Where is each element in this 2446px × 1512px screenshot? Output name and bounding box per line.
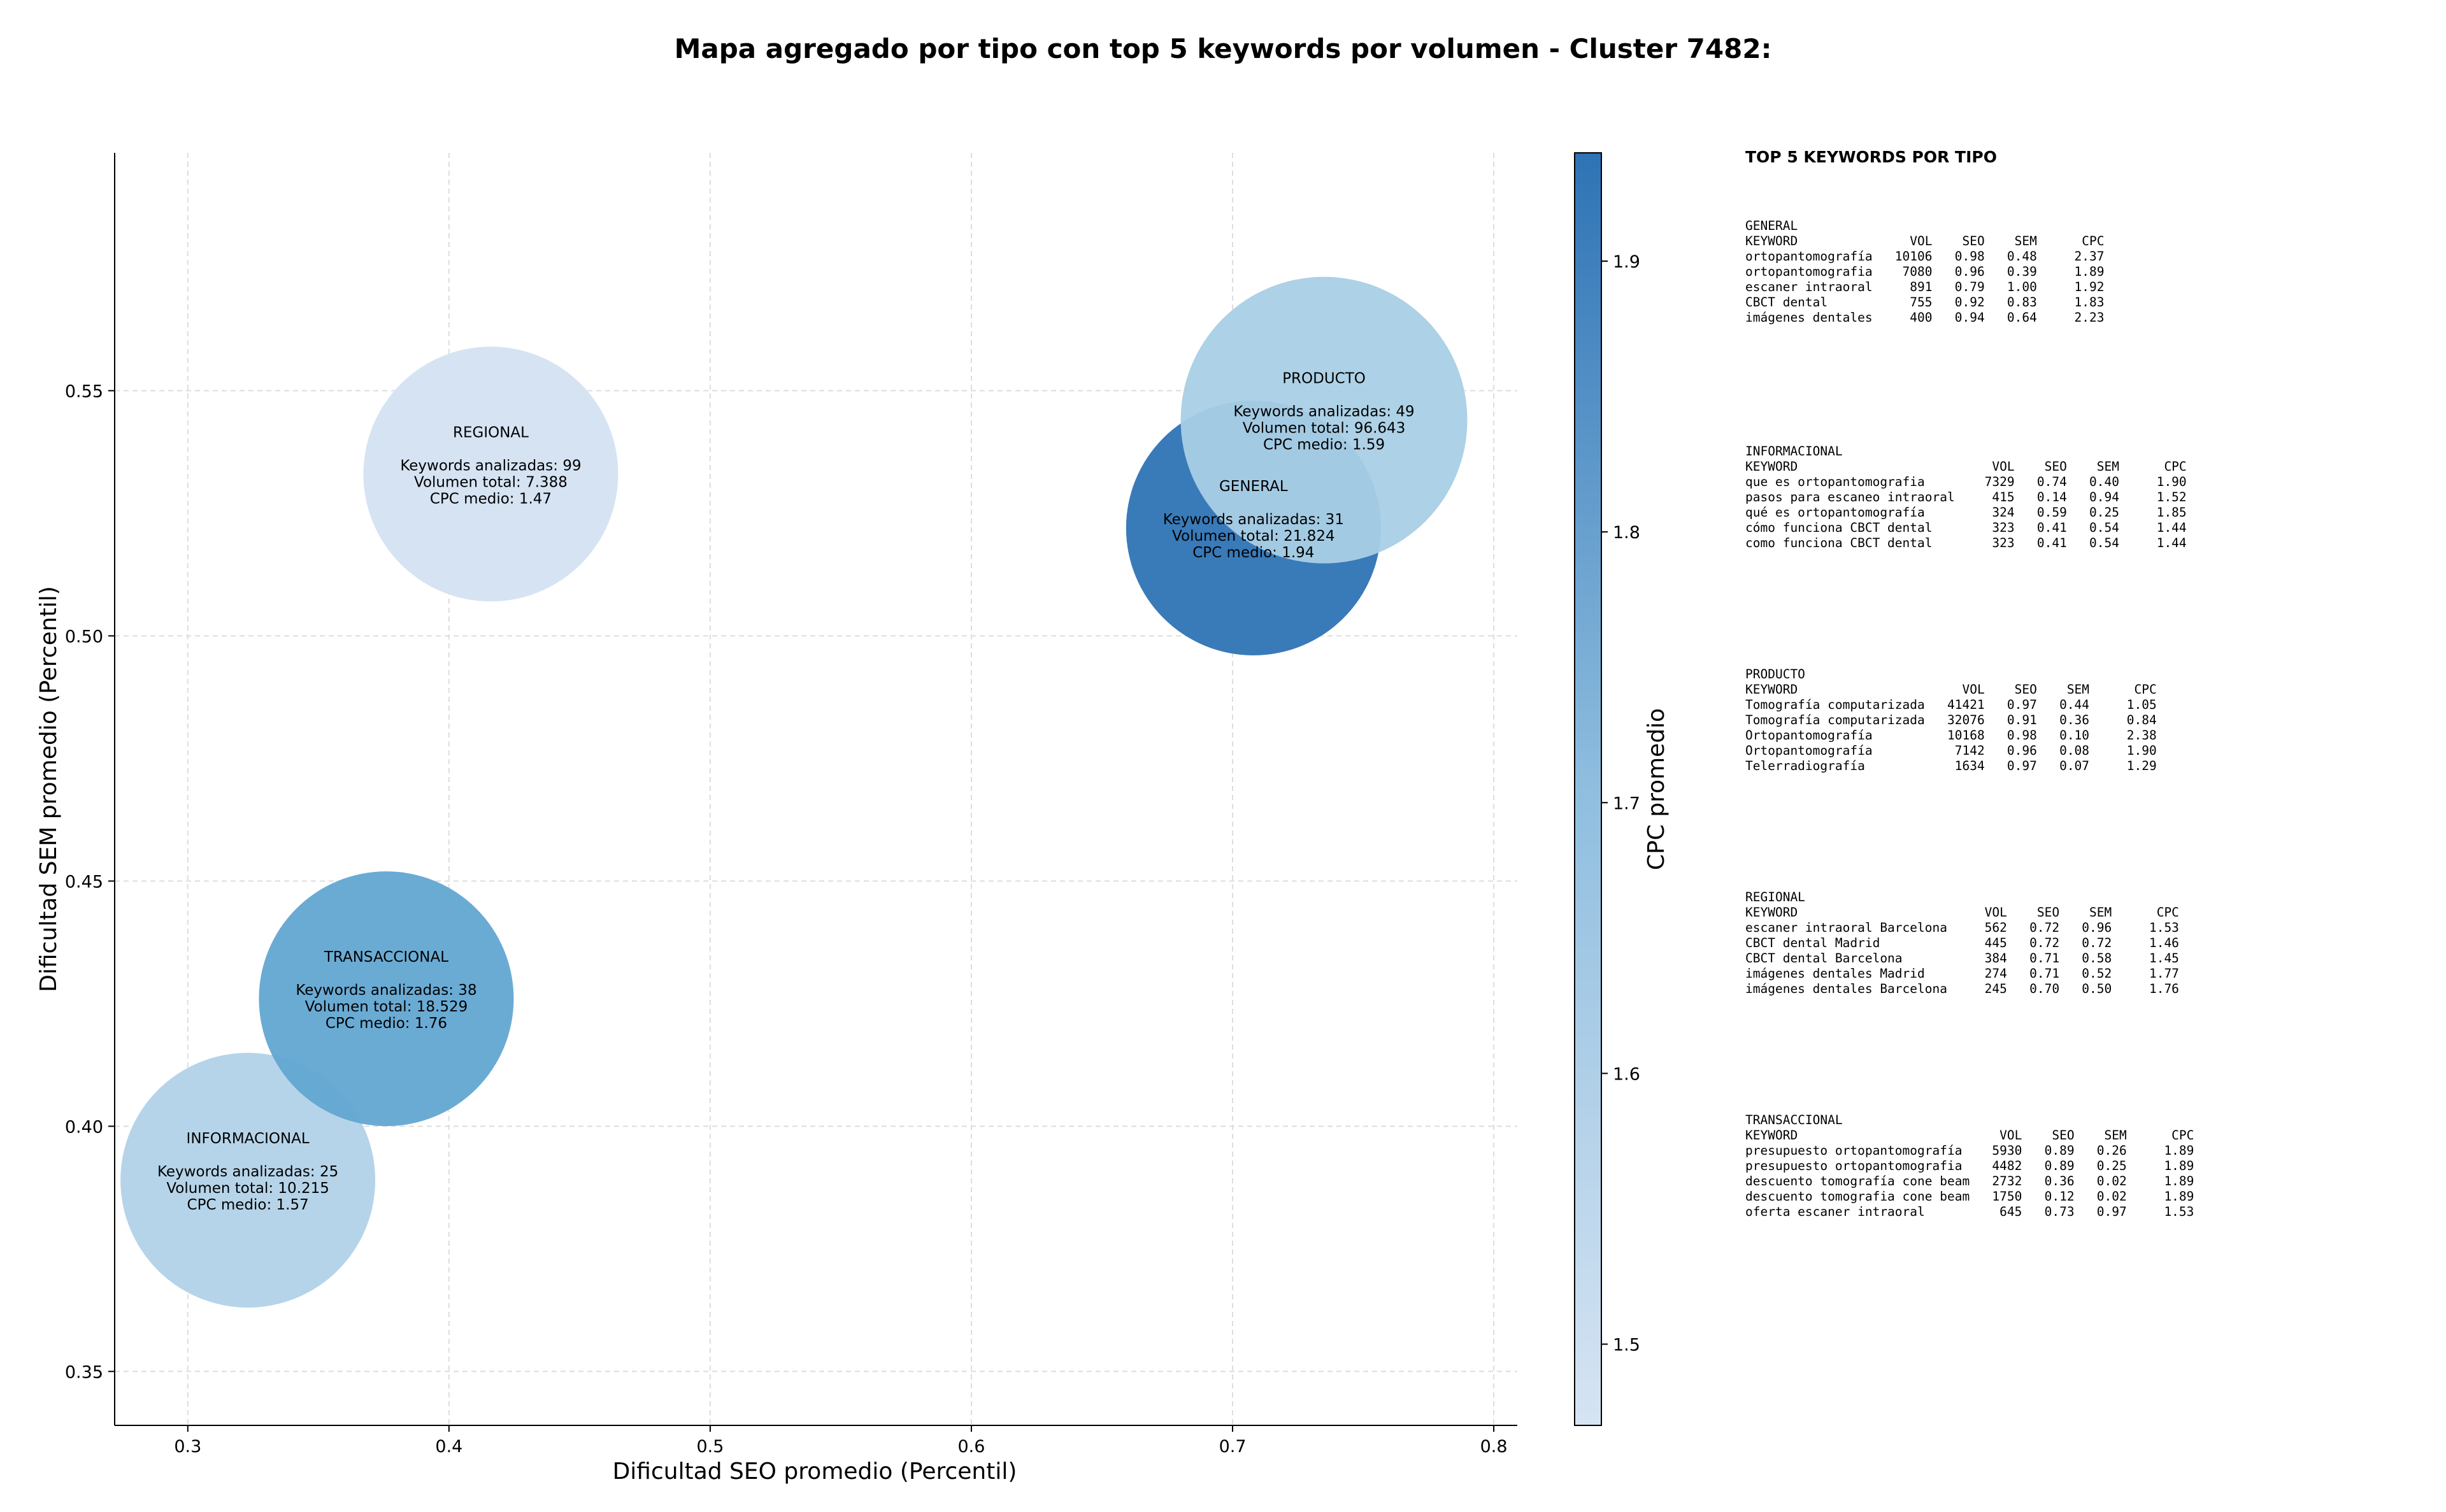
keyword-line: Telerradiografía 1634 0.97 0.07 1.29 [1745, 759, 2157, 773]
bubble-label-regional: CPC medio: 1.47 [430, 490, 552, 507]
keyword-line: descuento tomografía cone beam 2732 0.36… [1745, 1174, 2194, 1188]
bubble-label-informacional: Volumen total: 10.215 [166, 1180, 329, 1197]
keyword-section-transaccional: TRANSACCIONAL KEYWORD VOL SEO SEM CPC pr… [1745, 1113, 2433, 1240]
bubble-label-regional: REGIONAL [453, 424, 529, 441]
colorbar-tick-label: 1.5 [1613, 1335, 1640, 1355]
top-keywords-panel: TOP 5 KEYWORDS POR TIPO GENERAL KEYWORD … [1745, 148, 2433, 1240]
keyword-line: escaner intraoral 891 0.79 1.00 1.92 [1745, 280, 2105, 294]
y-axis-label: Dificultad SEM promedio (Percentil) [36, 586, 62, 992]
keyword-section-producto: PRODUCTO KEYWORD VOL SEO SEM CPC Tomogra… [1745, 667, 2433, 890]
section-name: INFORMACIONAL [1745, 444, 1843, 459]
keyword-line: cómo funciona CBCT dental 323 0.41 0.54 … [1745, 520, 2187, 535]
keyword-line: que es ortopantomografia 7329 0.74 0.40 … [1745, 474, 2187, 489]
colorbar-tick-label: 1.7 [1613, 794, 1640, 813]
bubble-label-informacional: Keywords analizadas: 25 [157, 1164, 338, 1180]
keyword-line: pasos para escaneo intraoral 415 0.14 0.… [1745, 490, 2187, 504]
colorbar [1574, 152, 1602, 1426]
bubble-regional [363, 346, 619, 602]
keyword-line: oferta escaner intraoral 645 0.73 0.97 1… [1745, 1204, 2194, 1219]
y-tick-label: 0.45 [65, 872, 103, 892]
bubble-label-informacional: INFORMACIONAL [187, 1130, 310, 1147]
colorbar-tick-label: 1.9 [1613, 252, 1640, 272]
chart-title: Mapa agregado por tipo con top 5 keyword… [674, 33, 1772, 64]
bubble-label-producto: PRODUCTO [1282, 371, 1366, 387]
bubble-label-transaccional: TRANSACCIONAL [324, 949, 448, 966]
keyword-line: como funciona CBCT dental 323 0.41 0.54 … [1745, 536, 2187, 550]
section-name: PRODUCTO [1745, 667, 1805, 681]
colorbar-label: CPC promedio [1643, 708, 1670, 870]
bubble-label-regional: Volumen total: 7.388 [414, 474, 568, 490]
keyword-section-general: GENERAL KEYWORD VOL SEO SEM CPC ortopant… [1745, 218, 2433, 444]
bubble-label-general: Keywords analizadas: 31 [1163, 511, 1344, 528]
keyword-line: imágenes dentales Madrid 274 0.71 0.52 1… [1745, 966, 2179, 981]
keyword-line: escaner intraoral Barcelona 562 0.72 0.9… [1745, 920, 2179, 935]
bubble-producto [1180, 276, 1468, 564]
keyword-line: KEYWORD VOL SEO SEM CPC [1745, 682, 2157, 697]
bubble-label-producto: Volumen total: 96.643 [1243, 420, 1406, 437]
keyword-line: Ortopantomografía 7142 0.96 0.08 1.90 [1745, 743, 2157, 758]
section-name: REGIONAL [1745, 890, 1805, 904]
keyword-line: ortopantomografía 10106 0.98 0.48 2.37 [1745, 249, 2105, 264]
section-name: TRANSACCIONAL [1745, 1113, 1843, 1127]
keyword-line: CBCT dental 755 0.92 0.83 1.83 [1745, 295, 2105, 310]
keyword-line: qué es ortopantomografía 324 0.59 0.25 1… [1745, 505, 2187, 520]
keyword-line: KEYWORD VOL SEO SEM CPC [1745, 234, 2105, 248]
keyword-line: descuento tomografia cone beam 1750 0.12… [1745, 1189, 2194, 1204]
bubble-label-transaccional: CPC medio: 1.76 [325, 1015, 447, 1032]
x-tick-label: 0.6 [958, 1437, 985, 1457]
bubble-label-general: GENERAL [1219, 478, 1288, 495]
bubble-label-producto: CPC medio: 1.59 [1263, 437, 1385, 453]
keyword-line: KEYWORD VOL SEO SEM CPC [1745, 459, 2187, 474]
keyword-line: KEYWORD VOL SEO SEM CPC [1745, 1128, 2194, 1143]
bubbles-group [120, 276, 1468, 1308]
keyword-section-informacional: INFORMACIONAL KEYWORD VOL SEO SEM CPC qu… [1745, 444, 2433, 667]
y-tick-label: 0.50 [65, 627, 103, 646]
keyword-line: imágenes dentales Barcelona 245 0.70 0.5… [1745, 981, 2179, 996]
keyword-line: Tomografía computarizada 41421 0.97 0.44… [1745, 697, 2157, 712]
x-axis-label: Dificultad SEO promedio (Percentil) [613, 1459, 1017, 1485]
x-tick-label: 0.5 [696, 1437, 724, 1457]
keyword-line: Tomografía computarizada 32076 0.91 0.36… [1745, 713, 2157, 727]
keyword-line: Ortopantomografía 10168 0.98 0.10 2.38 [1745, 728, 2157, 743]
y-tick-label: 0.35 [65, 1362, 103, 1382]
bubble-informacional [120, 1053, 376, 1308]
keyword-line: CBCT dental Madrid 445 0.72 0.72 1.46 [1745, 936, 2179, 950]
colorbar-tick-label: 1.8 [1613, 523, 1640, 543]
x-tick-label: 0.4 [435, 1437, 462, 1457]
bubble-label-general: CPC medio: 1.94 [1192, 545, 1314, 561]
x-tick-label: 0.8 [1480, 1437, 1508, 1457]
keyword-line: CBCT dental Barcelona 384 0.71 0.58 1.45 [1745, 951, 2179, 966]
keyword-line: presupuesto ortopantomografía 5930 0.89 … [1745, 1143, 2194, 1158]
x-tick-label: 0.3 [174, 1437, 201, 1457]
keyword-section-regional: REGIONAL KEYWORD VOL SEO SEM CPC escaner… [1745, 890, 2433, 1113]
section-name: GENERAL [1745, 218, 1798, 233]
panel-title: TOP 5 KEYWORDS POR TIPO [1745, 148, 1997, 166]
colorbar-tick-label: 1.6 [1613, 1064, 1640, 1084]
x-tick-label: 0.7 [1219, 1437, 1247, 1457]
bubble-label-regional: Keywords analizadas: 99 [400, 457, 581, 474]
bubble-label-informacional: CPC medio: 1.57 [187, 1197, 309, 1213]
bubble-label-producto: Keywords analizadas: 49 [1233, 404, 1414, 420]
y-tick-label: 0.40 [65, 1117, 103, 1137]
bubble-label-transaccional: Volumen total: 18.529 [305, 999, 468, 1015]
keyword-line: presupuesto ortopantomografia 4482 0.89 … [1745, 1159, 2194, 1173]
keyword-line: KEYWORD VOL SEO SEM CPC [1745, 905, 2179, 920]
keyword-line: ortopantomografia 7080 0.96 0.39 1.89 [1745, 264, 2105, 279]
y-tick-label: 0.55 [65, 382, 103, 401]
keyword-line: imágenes dentales 400 0.94 0.64 2.23 [1745, 310, 2105, 325]
bubble-label-transaccional: Keywords analizadas: 38 [296, 982, 476, 999]
bubble-label-general: Volumen total: 21.824 [1172, 528, 1335, 545]
bubble-transaccional [259, 871, 514, 1127]
